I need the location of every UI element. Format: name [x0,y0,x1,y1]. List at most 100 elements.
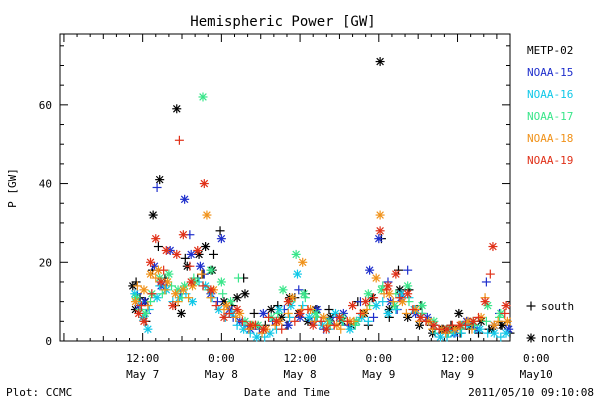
data-point-noaa-19-south [369,293,379,303]
chart-title: Hemispheric Power [GW] [190,14,375,30]
data-point-noaa-19-south [447,320,457,330]
x-axis-label: Date and Time [244,386,330,399]
data-point-noaa-19-north [271,316,281,326]
plot-frame [59,33,511,342]
data-point-noaa-18-south [493,316,503,326]
data-point-noaa-15-south [152,183,162,192]
data-point-metp-02-north [148,210,158,220]
data-point-noaa-19-north [146,257,156,267]
data-point-noaa-19-north [186,277,196,287]
data-point-noaa-19-north [321,324,331,334]
data-point-noaa-17-north [198,92,208,102]
data-point-noaa-17-north [299,289,309,299]
data-point-noaa-19-north [295,308,305,318]
data-point-noaa-15-south [481,277,491,287]
data-point-noaa-19-south [434,324,444,334]
data-point-noaa-19-south [342,316,352,326]
data-point-noaa-18-north [375,210,385,220]
data-point-noaa-16-north [501,328,511,338]
data-point-noaa-16-north [188,297,198,307]
data-point-metp-02-south [208,249,218,259]
data-point-metp-02-south [324,305,334,315]
data-point-noaa-19-north [178,230,188,240]
x-tick-time-label: 12:00 [284,352,317,365]
data-point-noaa-19-north [416,312,426,322]
data-point-noaa-16-south [285,312,295,322]
data-point-noaa-16-south [496,332,506,342]
data-point-noaa-16-north [475,324,485,334]
data-point-noaa-19-north [468,316,478,326]
data-point-noaa-18-south [467,324,477,334]
data-point-noaa-19-south [316,316,326,326]
data-point-noaa-19-south [211,301,221,311]
marker-legend-north-label: north [541,332,574,345]
data-point-noaa-15-north [195,261,205,271]
data-point-noaa-15-north [283,320,293,330]
marker-legend-south-label: south [541,300,574,313]
data-point-noaa-15-south [294,285,304,295]
data-point-metp-02-north [172,104,182,114]
data-point-noaa-19-north [139,316,149,326]
legend-item-noaa-15: NOAA-15 [527,66,573,79]
data-point-noaa-19-south [329,320,339,330]
data-point-noaa-19-north [308,320,318,330]
data-point-noaa-18-south [388,297,398,307]
y-tick-label: 40 [39,178,52,191]
data-point-noaa-18-north [502,316,512,326]
data-point-noaa-19-south [500,308,510,318]
data-point-noaa-18-south [401,308,411,318]
data-point-noaa-19-north [134,308,144,318]
data-point-noaa-19-north [480,297,490,307]
data-point-noaa-16-north [292,269,302,279]
marker-legend-north-symbol [526,333,536,343]
data-point-noaa-19-north [383,281,393,291]
data-point-noaa-17-north [311,308,321,318]
data-point-metp-02-north [403,312,413,322]
x-tick-date-label: May10 [520,368,553,381]
data-point-noaa-17-north [164,269,174,279]
data-point-metp-02-south [215,226,225,236]
data-point-noaa-16-north [304,312,314,322]
data-point-noaa-16-south [232,320,242,330]
data-point-noaa-17-north [216,277,226,287]
data-point-noaa-19-north [172,249,182,259]
data-point-noaa-16-south [378,297,388,307]
data-point-noaa-15-north [186,249,196,259]
legend: METP-02 NOAA-15 NOAA-16 NOAA-17 NOAA-18 NOAA-… [527,44,573,167]
data-point-metp-02-south [249,308,259,318]
data-point-noaa-16-north [252,332,262,342]
data-point-metp-02-north [497,320,507,330]
x-tick-time-label: 0:00 [366,352,393,365]
data-point-noaa-19-south [290,316,300,326]
marker-legend-south-symbol [526,301,536,311]
data-point-noaa-19-north [334,312,344,322]
data-point-noaa-19-south [408,305,418,315]
data-point-noaa-17-north [324,316,334,326]
data-point-noaa-19-south [485,269,495,279]
data-point-noaa-19-north [455,320,465,330]
data-point-noaa-18-north [371,273,381,283]
data-point-noaa-15-north [216,234,226,244]
legend-item-noaa-18: NOAA-18 [527,132,573,145]
x-tick-time-label: 0:00 [208,352,235,365]
data-point-noaa-16-north [331,308,341,318]
x-tick-date-label: May 8 [205,368,238,381]
x-tick-date-label: May 9 [441,368,474,381]
data-point-noaa-17-south [218,289,228,299]
y-axis: 0 20 40 60 [39,45,510,348]
data-point-metp-02-south [153,242,163,252]
data-point-noaa-19-north [258,324,268,334]
data-point-noaa-18-south [160,285,170,295]
data-point-metp-02-north [375,57,385,67]
data-point-noaa-16-north [489,328,499,338]
legend-item-metp-02: METP-02 [527,44,573,57]
data-point-metp-02-north [266,305,276,315]
data-point-noaa-19-south [174,135,184,145]
x-tick-time-label: 0:00 [523,352,550,365]
data-point-noaa-17-south [481,316,491,326]
legend-item-noaa-16: NOAA-16 [527,88,573,101]
data-point-noaa-15-south [403,265,413,275]
data-point-noaa-18-south [283,308,293,318]
data-point-noaa-17-south [273,308,283,318]
